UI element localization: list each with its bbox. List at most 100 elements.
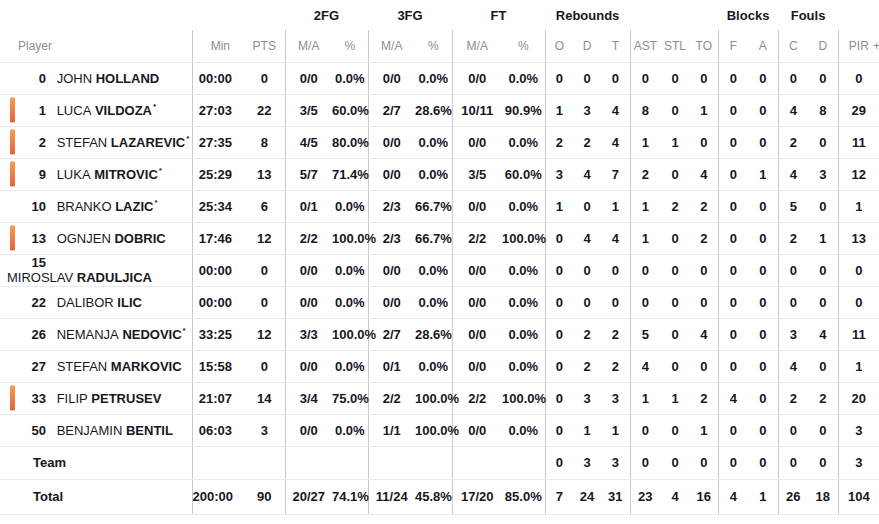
team-foul-d: 0 — [808, 446, 838, 479]
cell-reb-d: 2 — [573, 126, 601, 158]
table-row: 22 DALIBOR ILIC 00:00 0 0/0 0.0% 0/0 0.0… — [0, 286, 879, 318]
column-header-reb-t: T — [601, 30, 630, 62]
player-name[interactable]: FILIP PETRUSEV — [57, 391, 162, 406]
player-name[interactable]: BRANKO LAZIC* — [57, 199, 158, 214]
jersey-number: 15 — [0, 255, 46, 270]
cell-reb-d: 1 — [573, 414, 601, 446]
total-ft-pct: 85.0% — [502, 479, 545, 514]
cell-ast: 0 — [630, 286, 660, 318]
cell-reb-d: 4 — [573, 222, 601, 254]
cell-ft-ma: 0/0 — [452, 318, 502, 350]
cell-blk-a: 1 — [748, 158, 778, 190]
cell-to: 1 — [690, 94, 718, 126]
cell-ast: 1 — [630, 222, 660, 254]
cell-ft-pct: 0.0% — [502, 286, 545, 318]
team-min — [192, 446, 244, 479]
cell-ft-pct: 0.0% — [502, 318, 545, 350]
cell-3fg-pct: 0.0% — [415, 254, 452, 286]
cell-ft-pct: 100.0% — [502, 222, 545, 254]
cell-reb-d: 3 — [573, 382, 601, 414]
player-name[interactable]: OGNJEN DOBRIC — [57, 231, 166, 246]
cell-2fg-pct: 100.0% — [332, 318, 368, 350]
group-header-ft: FT — [452, 0, 545, 30]
cell-reb-t: 1 — [601, 414, 630, 446]
cell-pts: 13 — [244, 158, 285, 190]
cell-stl: 0 — [660, 62, 690, 94]
group-header-blocks: Blocks — [718, 0, 778, 30]
cell-pir: 13 — [838, 222, 879, 254]
cell-to: 0 — [690, 254, 718, 286]
cell-3fg-pct: 100.0% — [415, 414, 452, 446]
cell-ft-pct: 0.0% — [502, 254, 545, 286]
column-header-reb-o: O — [545, 30, 573, 62]
cell-ast: 4 — [630, 350, 660, 382]
player-name[interactable]: LUCA VILDOZA* — [57, 103, 157, 118]
team-3fg-pct — [415, 446, 452, 479]
cell-foul-d: 0 — [808, 286, 838, 318]
cell-reb-t: 7 — [601, 158, 630, 190]
column-header-to: TO — [690, 30, 718, 62]
player-first-name: JOHN — [57, 71, 92, 86]
cell-foul-d: 2 — [808, 382, 838, 414]
cell-3fg-pct: 0.0% — [415, 350, 452, 382]
cell-3fg-ma: 0/0 — [368, 62, 415, 94]
cell-blk-f: 0 — [718, 286, 748, 318]
player-name[interactable]: BENJAMIN BENTIL — [57, 423, 173, 438]
player-last-name: RADULJICA — [77, 270, 152, 285]
cell-2fg-ma: 0/1 — [285, 190, 332, 222]
team-pir: 3 — [838, 446, 879, 479]
cell-reb-o: 2 — [545, 126, 573, 158]
cell-2fg-ma: 0/0 — [285, 414, 332, 446]
cell-foul-d: 8 — [808, 94, 838, 126]
cell-ft-pct: 90.9% — [502, 94, 545, 126]
jersey-number: 1 — [0, 103, 46, 118]
cell-ast: 0 — [630, 62, 660, 94]
cell-ft-ma: 10/11 — [452, 94, 502, 126]
cell-reb-o: 0 — [545, 286, 573, 318]
cell-3fg-ma: 2/2 — [368, 382, 415, 414]
cell-to: 4 — [690, 158, 718, 190]
total-reb-o: 7 — [545, 479, 573, 514]
player-last-name: NEDOVIC — [122, 327, 181, 342]
cell-ft-pct: 0.0% — [502, 190, 545, 222]
cell-pir: 0 — [838, 62, 879, 94]
player-name[interactable]: LUKA MITROVIC* — [57, 167, 162, 182]
player-name[interactable]: STEFAN MARKOVIC — [57, 359, 182, 374]
cell-reb-d: 3 — [573, 94, 601, 126]
cell-to: 0 — [690, 286, 718, 318]
table-row: 13 OGNJEN DOBRIC 17:46 12 2/2 100.0% 2/3… — [0, 222, 879, 254]
player-name[interactable]: STEFAN LAZAREVIC* — [57, 135, 190, 150]
cell-blk-a: 0 — [748, 222, 778, 254]
team-row: Team 0 3 3 0 0 0 0 0 0 0 3 — [0, 446, 879, 479]
cell-reb-d: 0 — [573, 190, 601, 222]
cell-2fg-ma: 2/2 — [285, 222, 332, 254]
cell-ft-pct: 100.0% — [502, 382, 545, 414]
team-reb-o: 0 — [545, 446, 573, 479]
cell-ft-ma: 0/0 — [452, 190, 502, 222]
cell-pts: 12 — [244, 318, 285, 350]
cell-reb-o: 0 — [545, 414, 573, 446]
column-header-2fg-pct: % — [332, 30, 368, 62]
cell-foul-c: 2 — [778, 222, 808, 254]
player-last-name: ILIC — [117, 295, 142, 310]
cell-2fg-pct: 0.0% — [332, 414, 368, 446]
cell-reb-t: 4 — [601, 94, 630, 126]
team-reb-t: 3 — [601, 446, 630, 479]
player-name[interactable]: NEMANJA NEDOVIC* — [57, 327, 186, 342]
jersey-number: 2 — [0, 135, 46, 150]
player-name[interactable]: MIROSLAV RADULJICA — [7, 270, 152, 285]
cell-ft-ma: 2/2 — [452, 222, 502, 254]
column-header-stl: STL — [660, 30, 690, 62]
cell-3fg-ma: 2/7 — [368, 94, 415, 126]
cell-pts: 0 — [244, 254, 285, 286]
cell-reb-t: 4 — [601, 222, 630, 254]
group-header-fouls: Fouls — [778, 0, 838, 30]
player-first-name: STEFAN — [57, 135, 108, 150]
player-first-name: DALIBOR — [57, 295, 114, 310]
cell-pir: 3 — [838, 414, 879, 446]
cell-ast: 0 — [630, 414, 660, 446]
player-name[interactable]: JOHN HOLLAND — [57, 71, 160, 86]
player-name[interactable]: DALIBOR ILIC — [57, 295, 142, 310]
group-header-2fg: 2FG — [285, 0, 368, 30]
starter-mark: * — [153, 102, 156, 111]
